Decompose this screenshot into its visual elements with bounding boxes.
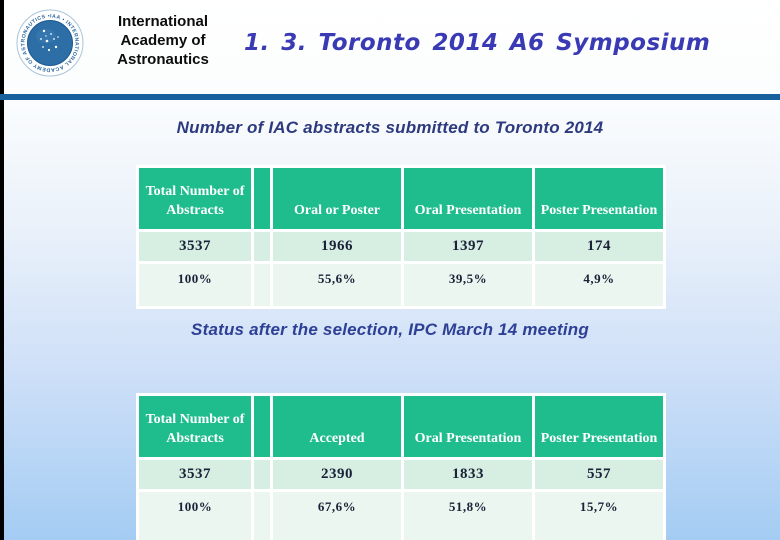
cell-poster-count: 174: [535, 232, 663, 261]
spacer-cell: [254, 264, 270, 306]
col-header-total: Total Number of Abstracts: [139, 168, 251, 229]
table-header-row: Total Number of Abstracts Oral or Poster…: [139, 168, 663, 229]
table-row-counts: 3537 1966 1397 174: [139, 232, 663, 261]
slide-title: 1. 3. Toronto 2014 A6 Symposium: [244, 30, 711, 56]
spacer-cell: [254, 492, 270, 540]
spacer-cell: [254, 232, 270, 261]
iaa-logo-badge: IAA • INTERNATIONAL ACADEMY OF ASTRONAUT…: [16, 9, 84, 77]
cell-poster-pct: 15,7%: [535, 492, 663, 540]
table-header-row: Total Number of Abstracts Accepted Oral …: [139, 396, 663, 457]
cell-accepted-pct: 67,6%: [273, 492, 401, 540]
cell-oral-count: 1397: [404, 232, 532, 261]
cell-poster-pct: 4,9%: [535, 264, 663, 306]
cell-accepted-count: 2390: [273, 460, 401, 489]
cell-total-count: 3537: [139, 460, 251, 489]
cell-oral-or-poster-count: 1966: [273, 232, 401, 261]
org-name: International Academy of Astronautics: [84, 13, 242, 69]
org-name-line-1: International: [117, 13, 208, 30]
org-name-line-3: Astronautics: [117, 50, 209, 68]
cell-total-count: 3537: [139, 232, 251, 261]
cell-poster-count: 557: [535, 460, 663, 489]
table-row-counts: 3537 2390 1833 557: [139, 460, 663, 489]
col-header-oral: Oral Presentation: [404, 396, 532, 457]
submitted-abstracts-table: Total Number of Abstracts Oral or Poster…: [136, 165, 666, 309]
col-header-oral: Oral Presentation: [404, 168, 532, 229]
table-row-percentages: 100% 55,6% 39,5% 4,9%: [139, 264, 663, 306]
table-submitted: Total Number of Abstracts Oral or Poster…: [136, 165, 666, 309]
table-row-percentages: 100% 67,6% 51,8% 15,7%: [139, 492, 663, 540]
iaa-logo: IAA • INTERNATIONAL ACADEMY OF ASTRONAUT…: [16, 9, 84, 77]
left-edge-strip: [0, 0, 4, 540]
section2-heading: Status after the selection, IPC March 14…: [191, 320, 589, 339]
col-header-oral-or-poster: Oral or Poster: [273, 168, 401, 229]
col-header-poster: Poster Presentation: [535, 168, 663, 229]
org-name-line-2: Academy of: [120, 31, 206, 49]
cell-total-pct: 100%: [139, 492, 251, 540]
logo-globe: [27, 20, 73, 66]
cell-oral-count: 1833: [404, 460, 532, 489]
cell-total-pct: 100%: [139, 264, 251, 306]
cell-oral-pct: 39,5%: [404, 264, 532, 306]
cell-oral-pct: 51,8%: [404, 492, 532, 540]
col-header-poster: Poster Presentation: [535, 396, 663, 457]
selection-status-table: Total Number of Abstracts Accepted Oral …: [136, 393, 666, 540]
spacer-cell: [254, 168, 270, 229]
col-header-total: Total Number of Abstracts: [139, 396, 251, 457]
header-divider-line: [0, 94, 780, 100]
cell-oral-or-poster-pct: 55,6%: [273, 264, 401, 306]
section1-heading: Number of IAC abstracts submitted to Tor…: [176, 118, 604, 137]
logo-stars: [40, 29, 59, 52]
col-header-accepted: Accepted: [273, 396, 401, 457]
table-selection: Total Number of Abstracts Accepted Oral …: [136, 393, 666, 540]
spacer-cell: [254, 460, 270, 489]
spacer-cell: [254, 396, 270, 457]
